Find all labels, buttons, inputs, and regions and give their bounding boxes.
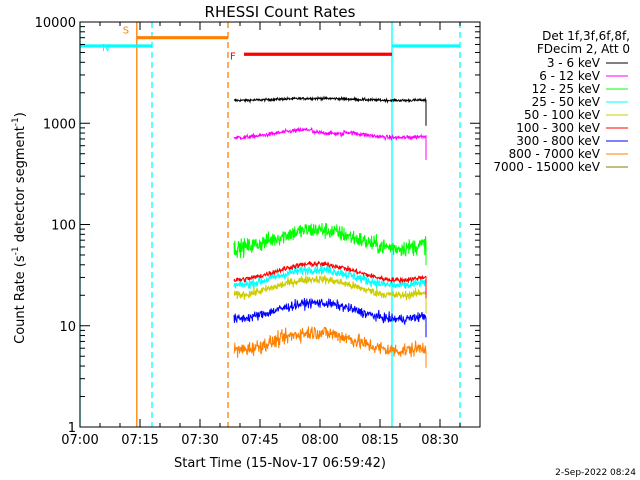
x-axis: 07:00 07:15 07:30 07:45 08:00 08:15 08:30	[61, 22, 481, 448]
footer-date: 2-Sep-2022 08:24	[555, 468, 636, 478]
legend-label-6: 300 - 800 keV	[516, 134, 600, 148]
x-tick-label: 07:15	[121, 433, 158, 448]
x-tick-label: 07:30	[181, 433, 218, 448]
series-line-2	[233, 223, 427, 266]
y-tick-label: 10000	[35, 16, 76, 31]
legend-label-1: 6 - 12 keV	[539, 69, 601, 83]
series-line-6	[233, 297, 427, 338]
y-label-prefix: Count Rate (s	[13, 255, 28, 344]
series-line-5	[233, 261, 427, 299]
y-tick-label: 100	[51, 219, 76, 234]
annotation-label-n: N	[102, 43, 109, 54]
legend-label-7: 800 - 7000 keV	[509, 147, 601, 161]
legend-header-line-1: Det 1f,3f,6f,8f,	[542, 29, 630, 43]
data-series	[233, 95, 427, 368]
series-line-4	[233, 274, 427, 314]
vertical-markers	[79, 22, 461, 427]
series-line-3	[233, 264, 427, 304]
chart-title: RHESSI Count Rates	[205, 3, 356, 21]
legend-label-5: 100 - 300 keV	[516, 121, 600, 135]
plot-frame	[79, 21, 481, 428]
x-tick-label: 07:45	[241, 433, 278, 448]
y-label-sup-1: -1	[11, 246, 21, 255]
legend-label-4: 50 - 100 keV	[524, 108, 601, 122]
y-tick-label: 10	[59, 320, 76, 335]
y-axis-label: Count Rate (s-1 detector segment-1)	[11, 112, 28, 344]
annotation-bars: S N F	[80, 26, 460, 62]
legend: Det 1f,3f,6f,8f, FDecim 2, Att 0 3 - 6 k…	[493, 29, 630, 174]
legend-header-line-2: FDecim 2, Att 0	[537, 42, 630, 56]
legend-label-3: 25 - 50 keV	[532, 95, 601, 109]
y-tick-label: 1000	[43, 117, 76, 132]
series-line-7	[233, 326, 427, 368]
annotation-label-s: S	[123, 26, 129, 37]
y-label-mid: detector segment	[13, 126, 28, 246]
y-tick-label: 1	[68, 421, 76, 436]
x-tick-label: 08:15	[361, 433, 398, 448]
legend-label-8: 7000 - 15000 keV	[493, 160, 600, 174]
x-tick-label: 08:00	[301, 433, 338, 448]
series-line-1	[233, 126, 427, 160]
y-label-suffix: )	[13, 112, 28, 117]
x-tick-label: 07:00	[61, 433, 98, 448]
x-axis-label: Start Time (15-Nov-17 06:59:42)	[174, 456, 386, 471]
annotation-label-f: F	[230, 51, 236, 62]
y-axis: 1 10 100 1000 10000	[35, 16, 480, 436]
x-tick-label: 08:30	[421, 433, 458, 448]
y-label-sup-2: -1	[11, 117, 21, 126]
legend-label-2: 12 - 25 keV	[532, 82, 601, 96]
series-line-0	[233, 95, 427, 126]
legend-label-0: 3 - 6 keV	[547, 56, 601, 70]
